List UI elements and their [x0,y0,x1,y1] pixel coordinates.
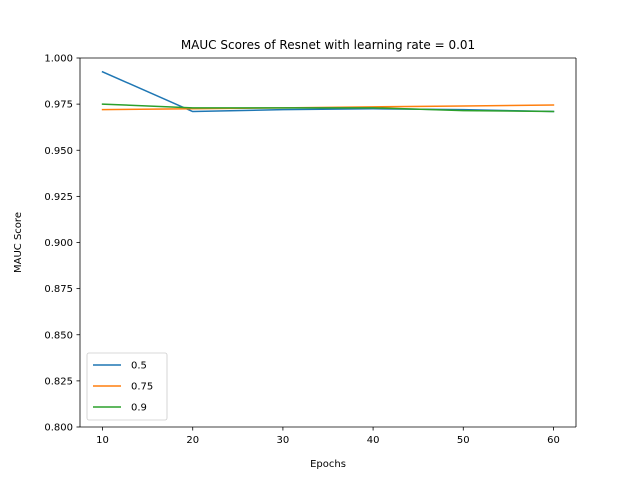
x-tick-label: 30 [277,435,290,446]
y-tick-label: 0.850 [44,330,73,341]
x-tick-label: 20 [186,435,199,446]
legend: 0.5 0.75 0.9 [86,352,168,421]
series-line-0-5 [101,70,555,113]
x-tick-label: 60 [547,435,560,446]
legend-entry-label: 0.5 [131,361,147,372]
legend-entry-label: 0.75 [131,382,153,393]
chart-title: MAUC Scores of Resnet with learning rate… [181,38,475,52]
y-axis-ticks: 0.800 0.825 0.850 0.875 0.900 0.925 0.950 0.975… [44,54,80,434]
x-tick-label: 40 [367,435,380,446]
y-tick-label: 0.900 [44,238,73,249]
y-tick-label: 0.950 [44,146,73,157]
legend-box [86,352,168,421]
y-tick-label: 0.875 [44,284,73,295]
y-axis-label: MAUC Score [13,212,24,273]
y-tick-label: 0.825 [44,376,73,387]
series-layer [101,70,555,113]
y-tick-label: 1.000 [44,54,73,65]
y-tick-label: 0.975 [44,100,73,111]
legend-entry-label: 0.9 [131,403,147,414]
y-tick-label: 0.925 [44,192,73,203]
x-axis-ticks: 10 20 30 40 50 60 [96,427,560,446]
x-axis-label: Epochs [310,459,346,470]
series-line-0-9 [101,103,555,113]
x-tick-label: 10 [96,435,109,446]
y-tick-label: 0.800 [44,423,73,434]
x-tick-label: 50 [457,435,470,446]
